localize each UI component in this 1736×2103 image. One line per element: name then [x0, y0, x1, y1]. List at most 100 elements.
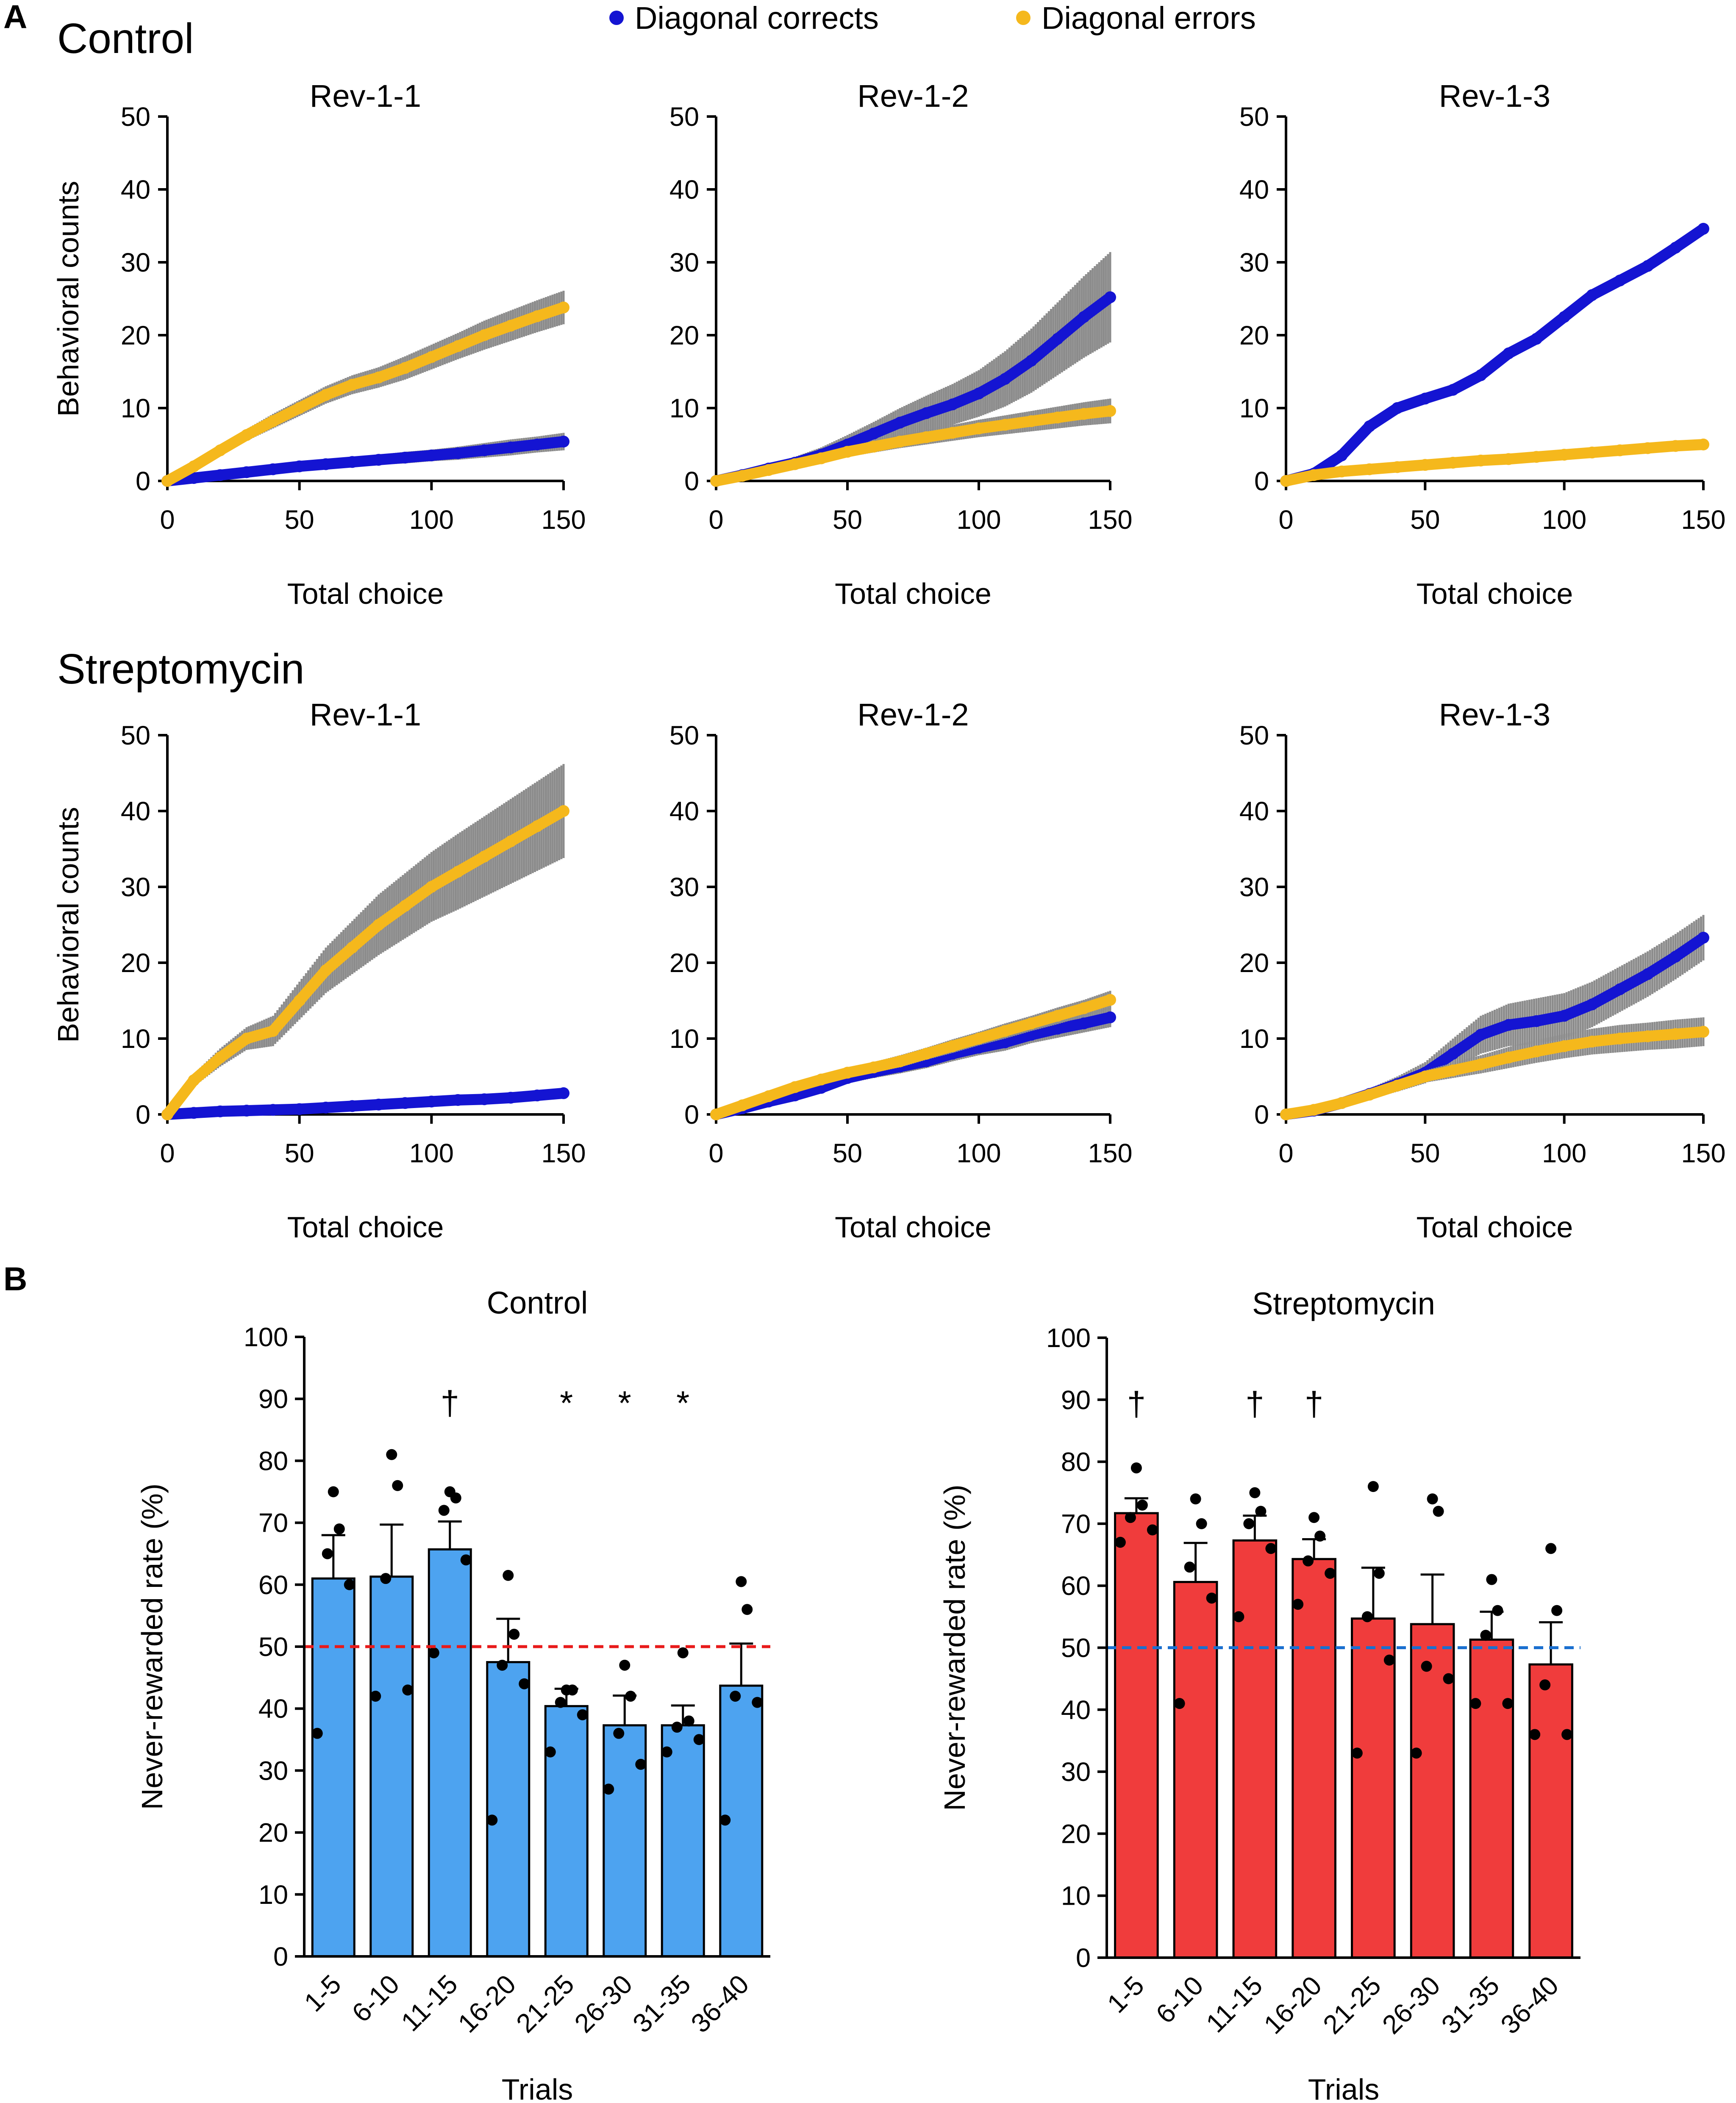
bar-chart-control-x-label: Trials: [502, 2073, 573, 2103]
bar-chart-streptomycin-title: Streptomycin: [1252, 1286, 1435, 1321]
line-chart-6-x-tick-label-50: 50: [1410, 1139, 1440, 1168]
line-chart-1-diagonal-corrects-line: [162, 436, 569, 486]
line-chart-4-diagonal-corrects-point: [452, 1094, 464, 1106]
bar-chart-control-x-tick-label-6-10: 6-10: [346, 1969, 405, 2028]
legend-errors-marker: [1016, 11, 1030, 25]
line-chart-4-diagonal-corrects-point: [188, 1107, 200, 1119]
bar-chart-streptomycin-significance-11-15: †: [1245, 1385, 1264, 1423]
line-chart-3-x-tick-label-100: 100: [1542, 505, 1586, 535]
bar-chart-control-dot-11-15: [460, 1554, 472, 1566]
bar-chart-streptomycin-dot-1-5: [1130, 1462, 1142, 1474]
line-chart-3-diagonal-errors-point: [1642, 442, 1654, 454]
line-chart-2-diagonal-corrects-error-bars: [719, 252, 1111, 481]
line-chart-2-diagonal-corrects-point: [1104, 291, 1116, 303]
bar-chart-streptomycin-dot-6-10: [1190, 1493, 1201, 1505]
line-chart-2-diagonal-corrects-point: [1078, 311, 1090, 323]
line-chart-1-diagonal-errors-point: [425, 351, 438, 363]
bar-chart-streptomycin-y-tick-label-80: 80: [1061, 1447, 1091, 1477]
bar-chart-streptomycin-dot-36-40: [1529, 1729, 1541, 1740]
line-chart-4-diagonal-errors-point: [267, 1025, 279, 1037]
bar-chart-streptomycin-dot-1-5: [1136, 1500, 1148, 1511]
line-chart-4-title: Rev-1-1: [310, 697, 421, 732]
bar-chart-control-dot-16-20: [519, 1678, 530, 1689]
line-chart-2-diagonal-errors-point: [789, 458, 801, 470]
line-chart-3-diagonal-errors-point: [1558, 449, 1570, 461]
line-chart-3-diagonal-corrects-point: [1614, 275, 1626, 286]
bar-chart-streptomycin-dot-11-15: [1265, 1543, 1277, 1554]
bar-chart-control-x-tick-label-1-5: 1-5: [299, 1969, 347, 2017]
line-chart-5-y-tick-label-20: 20: [669, 948, 699, 978]
bar-chart-streptomycin-y-tick-label-10: 10: [1061, 1881, 1091, 1911]
line-chart-5-diagonal-corrects-point: [1078, 1017, 1090, 1030]
bar-chart-control-dot-11-15: [438, 1505, 450, 1516]
bar-chart-streptomycin-dot-1-5: [1125, 1512, 1136, 1523]
line-chart-3-diagonal-errors-point: [1391, 461, 1403, 473]
line-chart-2-diagonal-errors-point: [999, 419, 1011, 431]
line-chart-2-diagonal-errors-point: [736, 469, 748, 482]
line-chart-4-diagonal-errors-point: [505, 835, 517, 847]
line-chart-6-diagonal-errors-point: [1697, 1025, 1709, 1038]
bar-chart-streptomycin-y-tick-label-100: 100: [1046, 1323, 1091, 1353]
bar-chart-streptomycin-x-tick-label-36-40: 36-40: [1495, 1970, 1564, 2039]
line-chart-6-diagonal-errors-point: [1475, 1058, 1487, 1070]
bar-chart-streptomycin-x-tick-label-1-5: 1-5: [1102, 1970, 1150, 2019]
line-chart-3-diagonal-corrects-point: [1419, 392, 1431, 405]
line-chart-2-y-tick-label-30: 30: [669, 248, 699, 278]
line-chart-4-y-tick-label-10: 10: [121, 1024, 150, 1054]
line-chart-5-diagonal-corrects-point: [1025, 1029, 1037, 1041]
line-chart-4-diagonal-corrects-point: [267, 1104, 279, 1116]
line-chart-6-diagonal-errors-point: [1280, 1108, 1292, 1120]
line-chart-4-diagonal-corrects-point: [241, 1105, 253, 1117]
line-chart-4-diagonal-errors-point: [399, 900, 411, 912]
bar-chart-streptomycin-dot-36-40: [1539, 1679, 1551, 1691]
bar-chart-streptomycin-dot-11-15: [1243, 1518, 1255, 1529]
line-chart-2-diagonal-errors-point: [1025, 415, 1037, 427]
line-chart-4-diagonal-errors-point: [425, 881, 438, 893]
line-chart-1-diagonal-corrects-point: [505, 441, 517, 453]
line-chart-3-y-tick-label-20: 20: [1239, 321, 1269, 350]
line-chart-3-y-tick-label-0: 0: [1254, 467, 1269, 496]
line-chart-4-y-tick-label-50: 50: [121, 721, 150, 750]
line-chart-5-diagonal-errors-point: [763, 1090, 775, 1103]
bar-chart-control-bar-6-10: [369, 1575, 414, 1958]
line-chart-4: Rev-1-1 0 10 20 30 40 50 0 50 100 150 Total choice B…: [52, 697, 586, 1244]
line-chart-3-diagonal-errors-point: [1308, 469, 1320, 481]
line-chart-2-diagonal-errors-point: [763, 464, 775, 476]
bar-chart-control-significance-11-15: †: [441, 1384, 460, 1422]
line-chart-2-x-label: Total choice: [835, 577, 992, 610]
bar-chart-control-dot-31-35: [661, 1746, 672, 1758]
line-chart-6-diagonal-errors-point: [1614, 1033, 1626, 1045]
bar-chart-control-y-tick-label-90: 90: [258, 1384, 288, 1414]
bar-chart-control-dot-36-40: [742, 1604, 753, 1615]
line-chart-2-title: Rev-1-2: [857, 78, 969, 114]
line-chart-1-diagonal-errors-point: [531, 310, 543, 322]
line-chart-1-diagonal-corrects-point: [241, 466, 253, 478]
bar-chart-control-y-tick-label-0: 0: [273, 1942, 288, 1972]
line-chart-3-diagonal-corrects-line: [1280, 223, 1709, 486]
legend-errors-label: Diagonal errors: [1042, 0, 1256, 36]
line-chart-5-x-tick-label-0: 0: [708, 1139, 723, 1168]
line-chart-6-diagonal-errors-point: [1586, 1036, 1598, 1048]
line-chart-6-diagonal-corrects-point: [1697, 931, 1709, 944]
line-chart-3-diagonal-corrects-point: [1336, 449, 1348, 461]
line-chart-5-y-tick-label-40: 40: [669, 797, 699, 826]
bar-chart-streptomycin-bar-31-35: [1469, 1638, 1514, 1959]
line-chart-4-diagonal-errors-point: [531, 820, 543, 832]
bar-chart-streptomycin-dot-36-40: [1551, 1605, 1563, 1616]
line-chart-3-diagonal-corrects-point: [1503, 347, 1515, 359]
line-chart-6-y-tick-label-40: 40: [1239, 797, 1269, 826]
line-chart-6-diagonal-corrects-point: [1669, 950, 1682, 963]
line-chart-1-y-tick-label-50: 50: [121, 102, 150, 132]
line-chart-1-diagonal-errors-point: [452, 340, 464, 352]
bar-chart-control-dot-6-10: [380, 1573, 392, 1584]
line-chart-5-diagonal-corrects-line: [711, 1011, 1116, 1120]
line-chart-1-diagonal-corrects-point: [267, 463, 279, 475]
bar-chart-control-y-tick-label-60: 60: [258, 1570, 288, 1600]
line-chart-1-diagonal-errors-point: [241, 429, 253, 441]
bar-chart-control-dot-36-40: [719, 1814, 731, 1826]
line-chart-6-diagonal-corrects-point: [1586, 998, 1598, 1011]
line-chart-5-diagonal-errors-point: [999, 1025, 1011, 1037]
bar-chart-control-bar-21-25: [544, 1705, 589, 1958]
line-chart-3-diagonal-errors-point: [1280, 475, 1292, 487]
